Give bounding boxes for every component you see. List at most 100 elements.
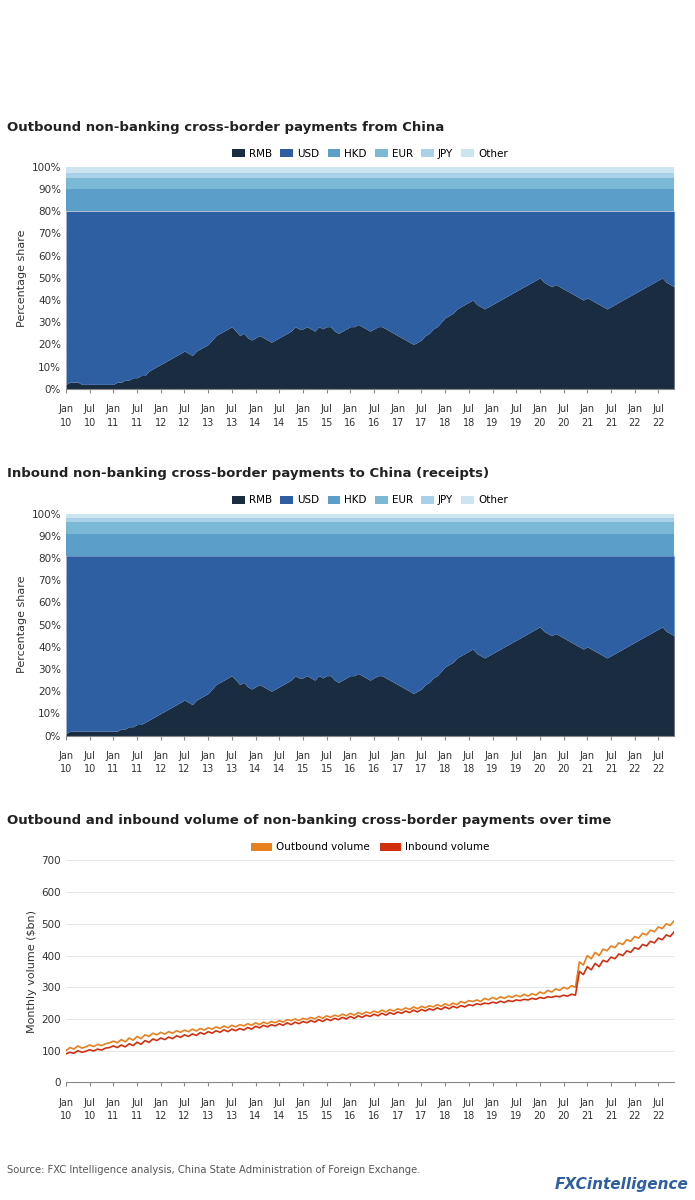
Text: Jan: Jan [201, 404, 215, 414]
Text: 14: 14 [250, 1111, 262, 1121]
Text: Jul: Jul [226, 404, 238, 414]
Text: 21: 21 [581, 1111, 594, 1121]
Y-axis label: Percentage share: Percentage share [17, 576, 28, 673]
Text: 10: 10 [60, 418, 72, 427]
Text: 12: 12 [154, 1111, 167, 1121]
Text: Jan: Jan [248, 751, 263, 761]
Outbound volume [611, 941, 619, 955]
Text: Jul: Jul [273, 404, 285, 414]
Text: 14: 14 [250, 418, 262, 427]
Text: 15: 15 [320, 764, 333, 774]
Text: 16: 16 [344, 764, 357, 774]
Text: 12: 12 [179, 418, 190, 427]
Text: 22: 22 [652, 764, 664, 774]
Outbound volume [651, 924, 659, 938]
Text: 19: 19 [486, 1111, 498, 1121]
Text: 15: 15 [320, 1111, 333, 1121]
Outbound volume [62, 1044, 70, 1058]
Text: 16: 16 [368, 764, 380, 774]
Text: 16: 16 [368, 418, 380, 427]
Text: Jul: Jul [84, 751, 96, 761]
Text: Jan: Jan [153, 404, 168, 414]
Text: Jan: Jan [438, 1098, 452, 1108]
Text: 11: 11 [107, 1111, 120, 1121]
Text: 18: 18 [439, 418, 451, 427]
Inbound volume [571, 988, 580, 1002]
Text: Jul: Jul [557, 1098, 569, 1108]
Text: Jan: Jan [580, 404, 595, 414]
Outbound volume [603, 943, 611, 958]
Text: Jul: Jul [653, 1098, 664, 1108]
Text: 18: 18 [463, 1111, 475, 1121]
Text: Jan: Jan [343, 1098, 358, 1108]
Legend: RMB, USD, HKD, EUR, JPY, Other: RMB, USD, HKD, EUR, JPY, Other [228, 144, 512, 163]
Text: 16: 16 [344, 418, 357, 427]
Text: Jan: Jan [485, 751, 500, 761]
Outbound volume [571, 980, 580, 995]
Text: Jul: Jul [179, 404, 190, 414]
Text: 20: 20 [534, 418, 546, 427]
Text: Jan: Jan [438, 751, 452, 761]
Text: 11: 11 [131, 1111, 143, 1121]
Text: 14: 14 [273, 418, 286, 427]
Text: 21: 21 [581, 764, 594, 774]
Text: Outbound non-banking cross-border payments from China: Outbound non-banking cross-border paymen… [7, 121, 444, 133]
Text: 18: 18 [463, 764, 475, 774]
Text: 12: 12 [179, 1111, 190, 1121]
Text: 14: 14 [250, 764, 262, 774]
Text: Jan: Jan [343, 404, 358, 414]
Text: 15: 15 [297, 418, 309, 427]
Y-axis label: Percentage share: Percentage share [17, 229, 28, 326]
Text: 20: 20 [557, 764, 570, 774]
Text: 20: 20 [557, 418, 570, 427]
Text: 17: 17 [415, 1111, 427, 1121]
Text: Jan: Jan [248, 1098, 263, 1108]
Text: 21: 21 [605, 418, 617, 427]
Text: Jan: Jan [627, 751, 642, 761]
Text: 14: 14 [273, 764, 286, 774]
Text: Jan: Jan [532, 1098, 548, 1108]
Text: Outbound and inbound volume of non-banking cross-border payments over time: Outbound and inbound volume of non-banki… [7, 815, 611, 827]
Text: Jan: Jan [153, 751, 168, 761]
Text: 17: 17 [391, 418, 404, 427]
Text: 11: 11 [107, 418, 120, 427]
Outbound volume [354, 1006, 362, 1020]
Text: FXCintelligence: FXCintelligence [554, 1176, 688, 1192]
Text: Jul: Jul [510, 751, 522, 761]
Line: Outbound volume: Outbound volume [66, 920, 674, 1051]
Text: Jul: Jul [605, 404, 617, 414]
Text: Jan: Jan [580, 751, 595, 761]
Text: Jan: Jan [295, 751, 311, 761]
Text: 15: 15 [297, 764, 309, 774]
Text: Yuan leads Chinese cross-border payments for second month: Yuan leads Chinese cross-border payments… [8, 30, 610, 48]
Text: Jul: Jul [463, 404, 475, 414]
Text: Jul: Jul [368, 1098, 380, 1108]
Text: Jan: Jan [153, 1098, 168, 1108]
Text: 19: 19 [486, 764, 498, 774]
Y-axis label: Monthly volume ($bn): Monthly volume ($bn) [27, 910, 38, 1033]
Text: 22: 22 [652, 1111, 664, 1121]
Text: Jul: Jul [84, 404, 96, 414]
Text: 10: 10 [83, 418, 96, 427]
Text: 21: 21 [605, 1111, 617, 1121]
Text: 19: 19 [510, 418, 523, 427]
Text: Jan: Jan [532, 404, 548, 414]
Text: Jul: Jul [131, 404, 143, 414]
Text: 10: 10 [83, 764, 96, 774]
Text: Jan: Jan [295, 1098, 311, 1108]
Text: Jan: Jan [295, 404, 311, 414]
Text: Source: FXC Intelligence analysis, China State Administration of Foreign Exchang: Source: FXC Intelligence analysis, China… [7, 1165, 420, 1175]
Text: Share of China's non-bank cross-border transactions by currency: Share of China's non-bank cross-border t… [8, 64, 441, 77]
Text: 15: 15 [297, 1111, 309, 1121]
Text: 11: 11 [131, 764, 143, 774]
Text: Jul: Jul [416, 751, 427, 761]
Text: Jul: Jul [416, 404, 427, 414]
Inbound volume [62, 1046, 70, 1061]
Text: Jul: Jul [84, 1098, 96, 1108]
Text: 10: 10 [60, 1111, 72, 1121]
Text: Jul: Jul [416, 1098, 427, 1108]
Text: Jan: Jan [390, 1098, 405, 1108]
Text: 20: 20 [557, 1111, 570, 1121]
Text: Jul: Jul [605, 1098, 617, 1108]
Text: Jan: Jan [485, 1098, 500, 1108]
